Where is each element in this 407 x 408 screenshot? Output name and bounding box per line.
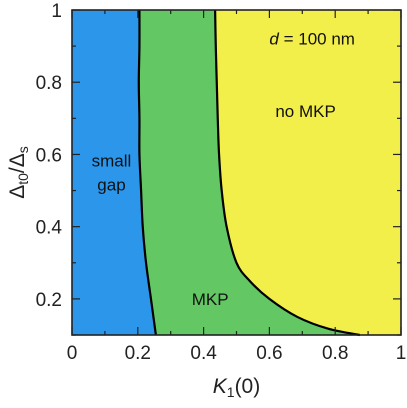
region-small-gap [72, 10, 156, 335]
x-axis-label-main: K [213, 375, 228, 398]
region-label-0-line-0: small [92, 152, 132, 171]
y-tick-label-2: 0.6 [36, 145, 62, 166]
region-label-2: no MKP [275, 102, 335, 121]
x-tick-label-2: 0.4 [190, 343, 217, 364]
annotation-variable: d [269, 29, 279, 48]
y-axis-label-sub-2: s [15, 146, 31, 153]
axis-ticks: 0 0.2 0.4 0.6 0.8 1 0.2 0.4 0.6 0.8 1 [36, 1, 407, 364]
x-tick-label-4: 0.8 [322, 343, 348, 364]
thickness-annotation: d = 100 nm [269, 29, 355, 48]
y-axis-label-slash: / [6, 167, 29, 173]
x-tick-label-3: 0.6 [256, 343, 282, 364]
y-tick-label-4: 1 [51, 1, 62, 22]
x-tick-label-1: 0.2 [125, 343, 151, 364]
region-label-0-line-1: gap [97, 176, 125, 195]
boundary-small-gap-mkp [137, 9, 157, 336]
region-label-0: small gap [92, 152, 132, 195]
y-tick-label-1: 0.4 [36, 218, 63, 239]
region-label-1-line-0: MKP [192, 290, 229, 309]
x-tick-label-0: 0 [67, 343, 78, 364]
region-label-1: MKP [192, 290, 229, 309]
y-tick-label-3: 0.8 [36, 73, 62, 94]
annotation-value: = 100 nm [279, 29, 355, 48]
region-labels: small gap MKP no MKP [92, 102, 336, 309]
y-tick-label-0: 0.2 [36, 290, 62, 311]
boundary-mkp-no-mkp [214, 9, 361, 337]
x-axis-label-sub: 1 [227, 384, 235, 400]
region-label-2-line-0: no MKP [275, 102, 335, 121]
y-axis-label-delta-1: Δ [6, 185, 29, 199]
x-axis-label: K1(0) [213, 375, 260, 400]
y-axis-label-delta-2: Δ [6, 153, 29, 167]
x-tick-label-5: 1 [396, 343, 407, 364]
plot-area [72, 9, 401, 337]
y-axis-label-sub-1: t0 [15, 173, 31, 185]
y-axis-label: Δt0/Δs [6, 146, 31, 199]
x-axis-label-rest: (0) [235, 375, 261, 398]
